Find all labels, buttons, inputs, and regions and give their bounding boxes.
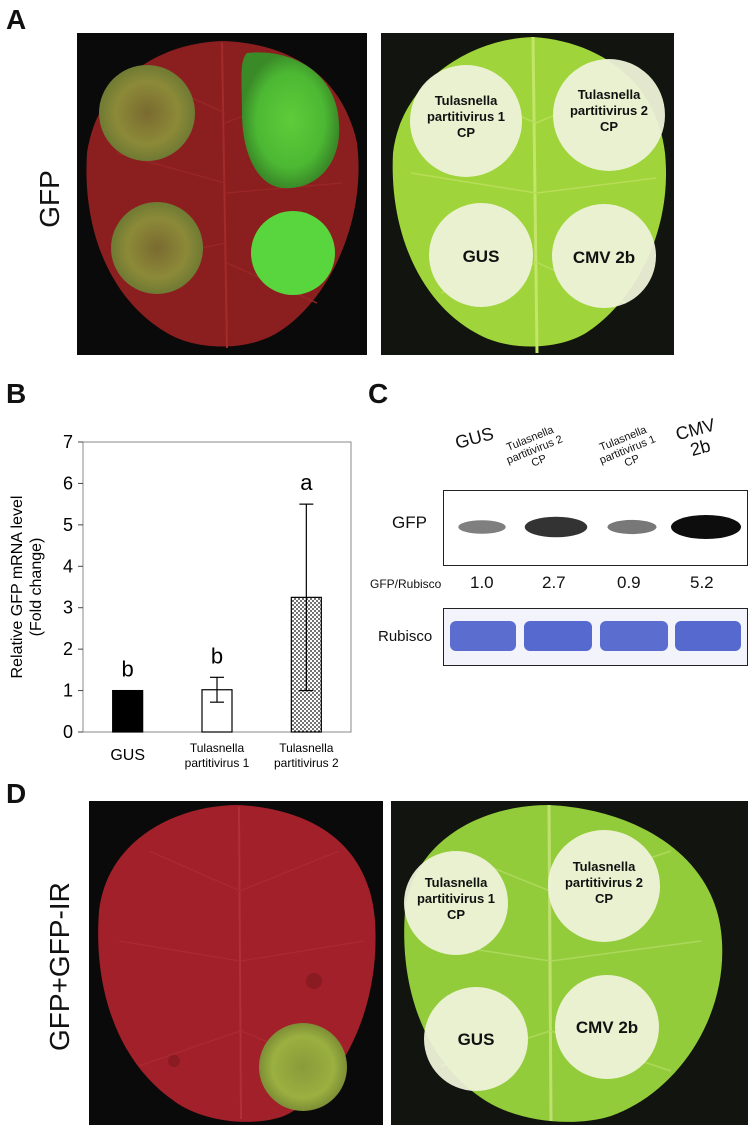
- panel-d-letter: D: [6, 778, 27, 809]
- panel-d-spot-tp2: [548, 830, 660, 942]
- rubisco-blot: [443, 608, 748, 666]
- panel-d-spot-gus-label: GUS: [458, 1030, 495, 1049]
- gfp-band: [671, 515, 741, 539]
- lane-label-cmv: CMV 2b: [673, 414, 718, 460]
- ratio-tp1: 0.9: [617, 573, 641, 592]
- panel-d-side-label: GFP+GFP-IR: [44, 882, 75, 1051]
- panel-b-chart: 0 1 2 3 4 5 6 7 Relative GFP mRNA level (Fold cha…: [0, 420, 372, 785]
- gfp-band: [524, 516, 588, 538]
- panel-d-spot-tp2-label: Tulasnella partitivirus 2 CP: [565, 859, 643, 906]
- lane-label-gus: GUS: [452, 423, 496, 453]
- panel-a-brightfield-photo: Tulasnella partitivirus 1 CP Tulasnella par…: [381, 33, 674, 355]
- panel-a-spot-gus-label: GUS: [463, 247, 500, 266]
- panel-d-spot-tp1: [404, 851, 508, 955]
- panel-b-letter: B: [6, 378, 27, 409]
- panel-a-spot-gus: [429, 203, 533, 307]
- y-axis-label: Relative GFP mRNA level (Fold change): [9, 496, 45, 679]
- rubisco-band-tp2: [524, 621, 592, 651]
- gfp-blot: [443, 490, 748, 566]
- x-tick-label: GUS: [110, 747, 145, 764]
- y-tick-label: 2: [63, 639, 73, 659]
- gfp-band: [458, 520, 506, 534]
- panel-d-spot-cmv: [555, 975, 659, 1079]
- significance-letter: b: [211, 643, 223, 668]
- y-tick-label: 7: [63, 432, 73, 452]
- panel-d-brightfield-photo: Tulasnella partitivirus 1 CP Tulasnella par…: [391, 801, 748, 1125]
- panel-a-gfp-photo: [77, 33, 367, 355]
- rubisco-band-cmv: [675, 621, 741, 651]
- significance-letter: a: [300, 470, 313, 495]
- panel-d-spot-gus: [424, 987, 528, 1091]
- panel-a-letter: A: [6, 4, 27, 35]
- panel-a-side-label: GFP: [34, 170, 65, 228]
- rubisco-band-gus: [450, 621, 516, 651]
- panel-a-spot-tp2: [553, 59, 665, 171]
- y-tick-label: 1: [63, 681, 73, 701]
- significance-letter: b: [122, 657, 134, 682]
- panel-c-letter: C: [368, 378, 389, 409]
- lane-label-tp2: Tulasnella partitivirus 2 CP: [504, 423, 565, 470]
- y-tick-label: 0: [63, 722, 73, 742]
- ratio-tp2: 2.7: [542, 573, 566, 592]
- rubisco-band-tp1: [600, 621, 668, 651]
- panel-a-spot-tp1-label: Tulasnella partitivirus 1 CP: [427, 93, 505, 140]
- panel-d-spot-cmv-label: CMV 2b: [576, 1018, 638, 1037]
- y-tick-label: 4: [63, 556, 73, 576]
- panel-a-spot-tp2-label: Tulasnella partitivirus 2 CP: [570, 87, 648, 134]
- y-tick-label: 5: [63, 515, 73, 535]
- lane-label-tp1: Tulasnella partitivirus 1 CP: [597, 423, 658, 470]
- panel-a-spot-cmv-label: CMV 2b: [573, 248, 635, 267]
- gfp-blot-label: GFP: [392, 513, 427, 532]
- ratio-cmv: 5.2: [690, 573, 714, 592]
- y-tick-label: 3: [63, 598, 73, 618]
- gfp-band: [607, 519, 657, 535]
- panel-b-chart-svg: 0 1 2 3 4 5 6 7 Relative GFP mRNA level (Fold cha…: [9, 432, 352, 785]
- ratio-gus: 1.0: [470, 573, 494, 592]
- panel-d-gfp-photo: [89, 801, 383, 1125]
- bar: [112, 689, 144, 733]
- panel-a-spot-cmv: [552, 204, 656, 308]
- y-tick-label: 6: [63, 473, 73, 493]
- panel-a-spot-tp1: [410, 65, 522, 177]
- panel-d-spot-tp1-label: Tulasnella partitivirus 1 CP: [417, 875, 495, 922]
- ratio-label: GFP/Rubisco: [370, 577, 442, 591]
- rubisco-blot-label: Rubisco: [378, 628, 433, 645]
